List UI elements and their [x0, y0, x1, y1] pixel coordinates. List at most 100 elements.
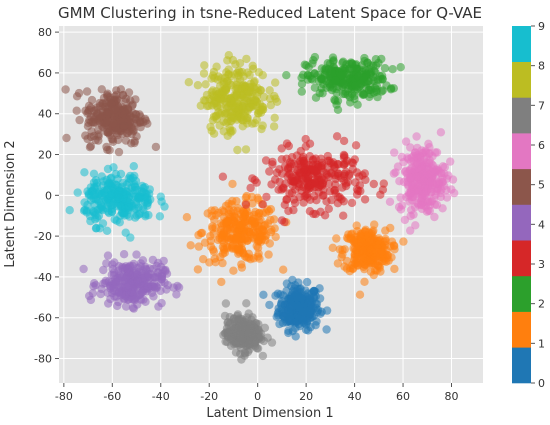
data-point	[266, 101, 275, 110]
data-point	[308, 59, 317, 68]
data-point	[209, 129, 219, 138]
data-point	[419, 176, 428, 185]
data-point	[282, 279, 292, 288]
data-point	[86, 142, 96, 151]
data-point	[249, 82, 258, 92]
data-point	[312, 196, 321, 205]
data-point	[294, 182, 304, 191]
data-point	[304, 180, 313, 189]
data-point	[282, 194, 291, 204]
data-point	[326, 67, 336, 76]
data-point	[320, 211, 330, 220]
data-point	[65, 206, 74, 215]
data-point	[259, 336, 269, 346]
data-point	[328, 243, 337, 252]
data-point	[263, 219, 272, 228]
data-point	[89, 191, 98, 200]
data-point	[368, 76, 378, 85]
data-point	[265, 167, 274, 176]
data-point	[242, 299, 251, 308]
data-point	[290, 318, 300, 328]
data-point	[399, 158, 408, 167]
data-point	[106, 191, 115, 200]
data-point	[216, 101, 225, 111]
data-point	[396, 62, 405, 72]
data-point	[112, 90, 121, 100]
data-point	[311, 321, 320, 330]
y-axis-label: Latent Dimension 2	[3, 140, 18, 267]
data-point	[156, 192, 165, 201]
data-point	[258, 71, 267, 80]
data-point	[310, 52, 320, 62]
data-point	[282, 71, 291, 80]
data-point	[313, 307, 322, 317]
data-point	[114, 135, 123, 145]
data-point	[225, 79, 234, 88]
data-point	[340, 245, 349, 254]
data-point	[225, 233, 234, 242]
data-point	[97, 85, 107, 94]
data-point	[369, 179, 378, 189]
data-point	[285, 313, 295, 323]
x-tick-label: -20	[200, 390, 218, 403]
data-point	[394, 202, 404, 212]
data-point	[311, 93, 321, 102]
data-point	[282, 139, 292, 148]
data-point	[410, 148, 420, 158]
data-point	[395, 177, 404, 186]
data-point	[136, 259, 145, 268]
data-point	[300, 163, 309, 172]
data-point	[329, 57, 338, 66]
data-point	[322, 306, 332, 315]
data-point	[99, 265, 108, 275]
x-axis-label: Latent Dimension 1	[206, 406, 333, 421]
data-point	[123, 197, 132, 206]
data-point	[279, 265, 288, 274]
data-point	[253, 243, 263, 252]
data-point	[301, 134, 310, 144]
data-point	[339, 79, 348, 88]
data-point	[284, 206, 293, 216]
colorbar-segment	[512, 97, 531, 134]
data-point	[308, 156, 318, 165]
data-point	[424, 139, 433, 148]
data-point	[109, 283, 118, 292]
data-point	[208, 71, 218, 80]
data-point	[433, 179, 442, 188]
cluster-1	[328, 220, 408, 299]
data-point	[125, 203, 134, 212]
data-point	[193, 81, 203, 90]
data-point	[267, 180, 276, 189]
data-point	[217, 277, 226, 287]
colorbar-tick-label: 8	[538, 60, 545, 73]
data-point	[249, 332, 258, 341]
data-point	[261, 156, 271, 165]
data-point	[355, 172, 364, 181]
data-point	[390, 241, 399, 251]
colorbar-tick-label: 5	[538, 179, 545, 192]
data-point	[310, 83, 320, 92]
data-point	[123, 104, 133, 113]
data-point	[317, 163, 326, 173]
data-point	[110, 105, 120, 114]
data-point	[227, 333, 236, 342]
data-point	[159, 256, 168, 266]
data-point	[261, 236, 270, 245]
data-point	[280, 217, 289, 227]
data-point	[254, 217, 264, 226]
data-point	[114, 297, 123, 307]
colorbar-tick-label: 0	[538, 377, 545, 390]
data-point	[339, 211, 348, 220]
data-point	[229, 266, 238, 275]
data-point	[228, 126, 237, 136]
data-point	[423, 169, 432, 178]
colorbar-segment	[512, 168, 531, 205]
data-point	[107, 134, 117, 143]
data-point	[382, 253, 392, 263]
x-tick-label: 80	[445, 390, 459, 403]
data-point	[102, 226, 112, 235]
data-point	[121, 228, 130, 237]
data-point	[296, 146, 305, 156]
data-point	[86, 295, 96, 305]
data-point	[267, 338, 277, 347]
